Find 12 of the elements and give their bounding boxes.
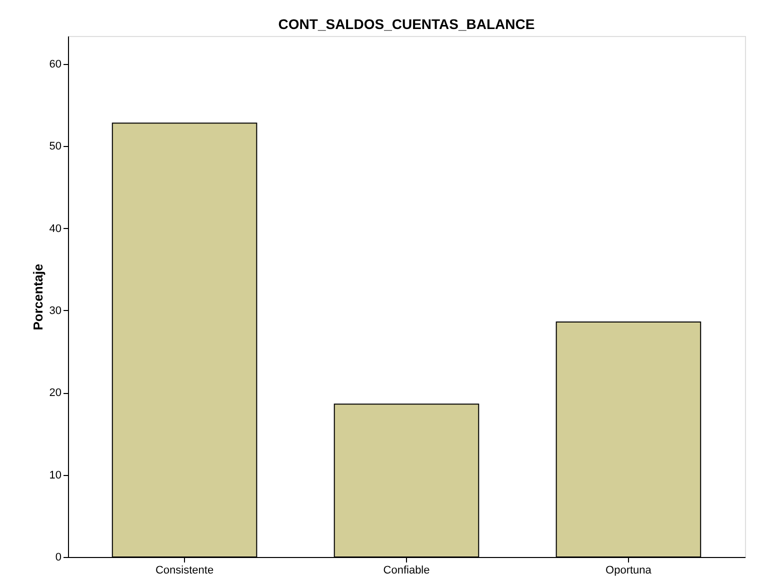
y-tick-label: 0 xyxy=(55,552,62,564)
chart-title: CONT_SALDOS_CUENTAS_BALANCE xyxy=(278,16,535,32)
x-tick-label: Oportuna xyxy=(606,564,652,576)
y-tick-label: 60 xyxy=(49,58,62,70)
y-tick-label: 20 xyxy=(49,387,62,400)
y-tick-label: 40 xyxy=(49,222,62,235)
y-tick-label: 10 xyxy=(49,469,62,482)
y-axis-title: Porcentaje xyxy=(30,264,46,330)
y-tick-label: 30 xyxy=(49,304,62,317)
y-tick-label: 50 xyxy=(49,140,62,153)
x-tick-label: Consistente xyxy=(155,564,214,576)
x-tick-label: Confiable xyxy=(383,564,430,576)
